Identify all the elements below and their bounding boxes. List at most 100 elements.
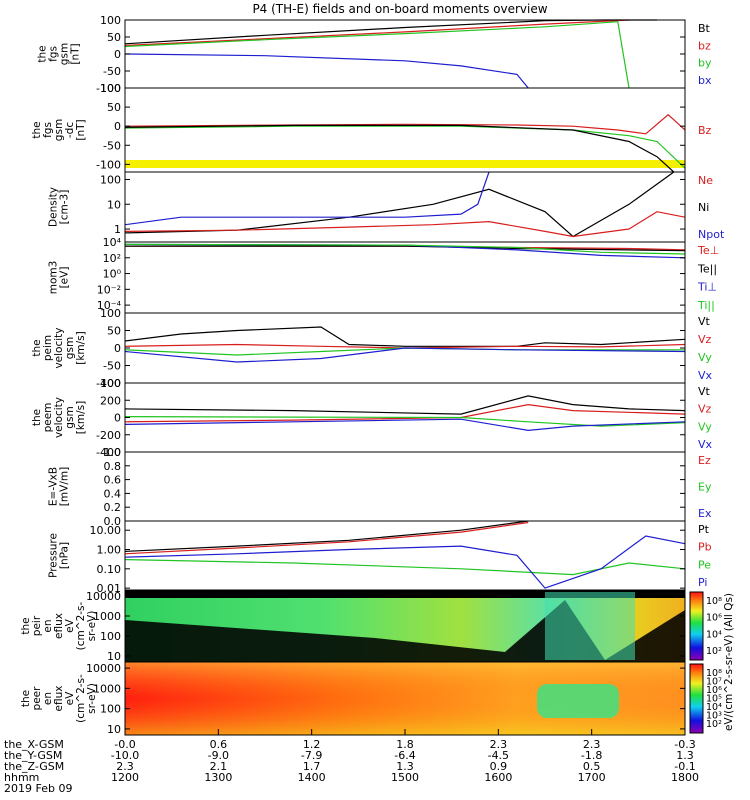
series-line-Pi — [124, 535, 686, 589]
y-axis-label: [nT] — [70, 43, 82, 64]
x-tick-label: 1.3 — [676, 749, 694, 762]
colorbar-title: eV/(cm^2-s-sr-eV) (All Qs) — [723, 593, 735, 731]
series-line-Pe — [124, 559, 686, 576]
series-line-Bz — [124, 113, 686, 135]
x-axis-table: the_X-GSM -0.0 0.6 1.2 1.8 2.3 2.3 -0.3 the_Y-GS… — [4, 729, 699, 795]
legend-entry: Ti|| — [697, 299, 715, 312]
y-tick-label: 0.10 — [97, 563, 122, 576]
y-axis-label: -dc — [64, 122, 76, 138]
y-tick-label: 10 — [107, 198, 121, 211]
y-axis-label: [nPa] — [59, 542, 71, 569]
legend-entry: Bz — [698, 124, 712, 137]
legend-entry: Ez — [698, 454, 711, 467]
y-axis-label: the — [31, 409, 43, 426]
series-line-Bt — [124, 19, 657, 45]
series-line-Ti — [124, 243, 686, 255]
x-tick-label: 2.3 — [583, 738, 601, 751]
series-line-Vx — [124, 347, 686, 363]
y-tick-label: 0 — [114, 48, 121, 61]
y-tick-label: 400 — [100, 377, 121, 390]
panel-pressure: 10.00 1.00 0.10 0.01 Pressure [nPa] Pt Pb Pe Pi — [48, 520, 712, 595]
y-tick-label: 0.01 — [97, 582, 122, 595]
y-tick-label: 0.6 — [104, 474, 122, 487]
legend-entry: Pe — [698, 558, 711, 571]
y-tick-label: 100 — [100, 82, 121, 95]
x-tick-label: -1.8 — [581, 749, 602, 762]
y-tick-label: 50 — [107, 101, 121, 114]
y-axis-label: sr-eV) — [86, 611, 98, 642]
y-axis-label: velocity — [53, 327, 65, 368]
x-tick-label: -10.0 — [111, 749, 139, 762]
y-tick-label: -50 — [103, 139, 121, 152]
legend-entry: Ey — [698, 481, 712, 494]
y-tick-label: 100 — [100, 630, 121, 643]
y-axis-label: peim — [42, 335, 54, 361]
series-line-Npot — [124, 171, 490, 226]
colorbar-tick-label: 10⁸ — [706, 668, 722, 679]
y-tick-label: 100 — [100, 307, 121, 320]
y-tick-label: 0.2 — [104, 501, 122, 514]
y-tick-label: 1.0 — [104, 446, 122, 459]
x-tick-label: -0.1 — [674, 760, 695, 773]
colorbar-gradient — [689, 591, 704, 661]
series-line-bz — [124, 19, 630, 47]
y-tick-label: 0.8 — [104, 460, 122, 473]
y-axis-label: Pressure — [48, 533, 60, 578]
colorbar-tick-label: 10⁵ — [706, 694, 722, 705]
y-tick-label: -100 — [96, 377, 121, 390]
y-tick-label: 100 — [100, 14, 121, 27]
series-line-Vy — [124, 347, 685, 356]
legend-entry: Bt — [698, 22, 711, 35]
panel-peir-eflux: 10000 1000 100 10 the peir en eflux eV (cm^2-s-sr… — [20, 589, 686, 663]
panel-density: 100 10 1 Density [cm-3] Ne Ni Npot — [48, 171, 725, 243]
y-axis-label: fgs — [48, 46, 60, 62]
y-tick-label: 10⁻² — [97, 283, 121, 296]
spectrogram-top-band — [125, 590, 685, 598]
panel-frame — [124, 520, 686, 591]
legend-entry: Ne — [698, 174, 713, 187]
y-tick-label: 200 — [100, 394, 121, 407]
x-tick-label: 1600 — [484, 771, 512, 784]
panel-peim-velocity: 100 50 0 -50 -100 the peim velocity gsm [km/s] Vt V… — [31, 307, 713, 390]
y-tick-label: 50 — [107, 31, 121, 44]
x-tick-label: 0.5 — [583, 760, 601, 773]
legend-entry: Vt — [698, 385, 711, 398]
y-tick-label: -50 — [103, 360, 121, 373]
y-axis-label: the — [31, 121, 43, 138]
series-line-Vt — [124, 395, 686, 415]
figure-title: P4 (TH-E) fields and on-board moments ov… — [252, 2, 547, 16]
series-line-Ni — [124, 171, 675, 238]
panel-temperature: 10⁴ 10² 10⁰ 10⁻² 10⁻⁴ mom3 [eV] Te⊥ Te|| Ti⊥ Ti|| — [48, 236, 719, 314]
panel-fgs-dc: 100 50 0 -50 -100 the fgs gsm -dc [nT] Bz — [31, 82, 712, 173]
x-tick-label: 0.6 — [210, 738, 228, 751]
colorbar-tick-label: 10⁸ — [706, 596, 722, 607]
legend-entry: Ti⊥ — [697, 281, 717, 294]
y-tick-label: 10.00 — [90, 524, 122, 537]
y-tick-label: -200 — [96, 429, 121, 442]
panel-frame — [124, 171, 686, 243]
colorbar-tick-label: 10⁴ — [706, 629, 722, 640]
x-tick-label: 1300 — [204, 771, 232, 784]
spectrogram-green-region — [537, 684, 619, 718]
y-axis-label: E=-VxB — [48, 467, 60, 506]
x-row-label: the_X-GSM — [4, 738, 64, 751]
series-line-bx — [124, 53, 529, 89]
x-tick-label: 2.3 — [116, 760, 134, 773]
legend-entry: Pi — [698, 576, 707, 589]
series-line-Te — [125, 245, 686, 252]
y-axis-label: [km/s] — [75, 331, 87, 365]
x-tick-label: -0.3 — [674, 738, 695, 751]
colorbar-tick-label: 10⁷ — [706, 677, 722, 688]
panel-peem-velocity: 400 200 0 -200 -400 the peem velocity gsm [km/s] V… — [31, 377, 713, 459]
colorbar-tick-label: 10⁴ — [706, 702, 722, 713]
y-tick-label: 0.0 — [104, 515, 122, 528]
legend-entry: Vt — [698, 315, 711, 328]
x-tick-label: 1.7 — [303, 760, 321, 773]
y-tick-label: -100 — [96, 82, 121, 95]
x-tick-label: 1200 — [111, 771, 139, 784]
y-axis-label: gsm — [64, 406, 76, 428]
y-tick-label: 10 — [107, 723, 121, 736]
series-line-Vy — [124, 416, 686, 427]
